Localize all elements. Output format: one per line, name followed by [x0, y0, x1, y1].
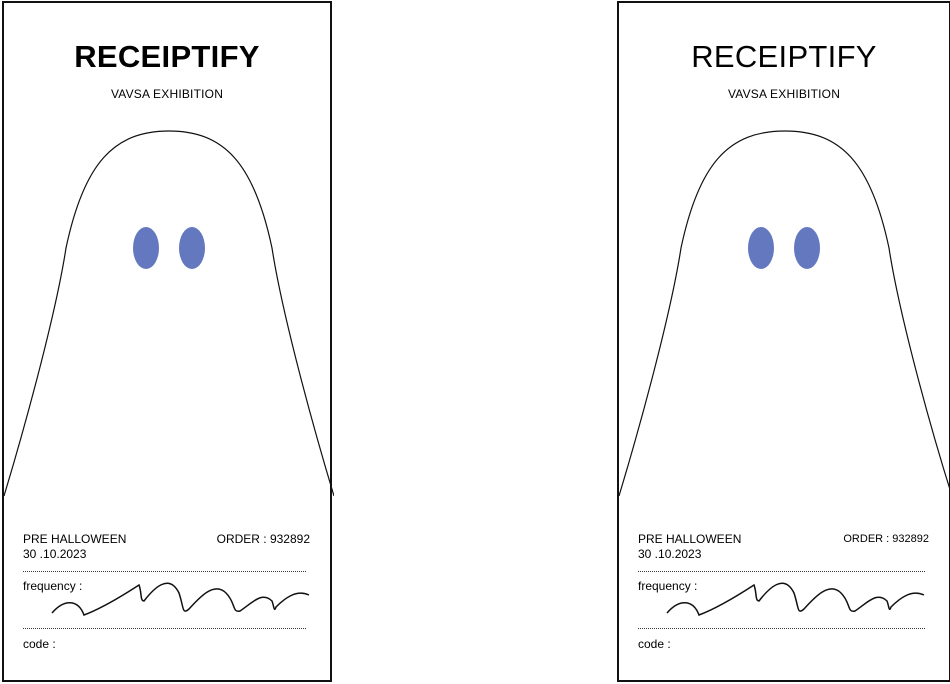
- dotted-divider: [23, 628, 306, 629]
- receipt-title: RECEIPTIFY: [691, 39, 877, 74]
- order-info: ORDER : 932892: [217, 532, 310, 547]
- code-label: code :: [23, 637, 56, 651]
- event-date: 30 .10.2023: [23, 547, 87, 561]
- frequency-label: frequency :: [23, 579, 83, 593]
- receipt-card: RECEIPTIFY VAVSA EXHIBITION PRE HALLOWEE…: [2, 1, 334, 682]
- receipt-subtitle: VAVSA EXHIBITION: [110, 87, 224, 101]
- receipt-subtitle: VAVSA EXHIBITION: [727, 87, 841, 101]
- ghost-right-eye: [179, 227, 205, 269]
- frequency-label: frequency :: [638, 579, 698, 593]
- ghost-right-eye: [794, 227, 820, 269]
- order-number: 932892: [269, 532, 310, 546]
- dotted-divider: [23, 571, 306, 572]
- ghost-left-eye: [133, 227, 159, 269]
- receipt-card: RECEIPTIFY VAVSA EXHIBITION PRE HALLOWEE…: [617, 1, 950, 682]
- ghost-icon: [619, 130, 950, 497]
- signature-wave-icon: [51, 582, 310, 616]
- event-date: 30 .10.2023: [638, 547, 702, 561]
- dotted-divider: [638, 628, 925, 629]
- ghost-icon: [4, 130, 334, 497]
- order-info: ORDER : 932892: [843, 532, 929, 547]
- event-name: PRE HALLOWEEN: [638, 532, 742, 546]
- signature-wave-icon: [666, 582, 925, 616]
- event-info: PRE HALLOWEEN 30 .10.2023: [638, 532, 741, 562]
- code-label: code :: [638, 637, 671, 651]
- order-label: ORDER :: [216, 532, 270, 546]
- order-label: ORDER :: [843, 533, 893, 545]
- dotted-divider: [638, 571, 925, 572]
- event-name: PRE HALLOWEEN: [23, 532, 127, 546]
- ghost-left-eye: [748, 227, 774, 269]
- event-info: PRE HALLOWEEN 30 .10.2023: [23, 532, 126, 562]
- order-number: 932892: [892, 533, 929, 545]
- receipt-title: RECEIPTIFY: [74, 39, 260, 74]
